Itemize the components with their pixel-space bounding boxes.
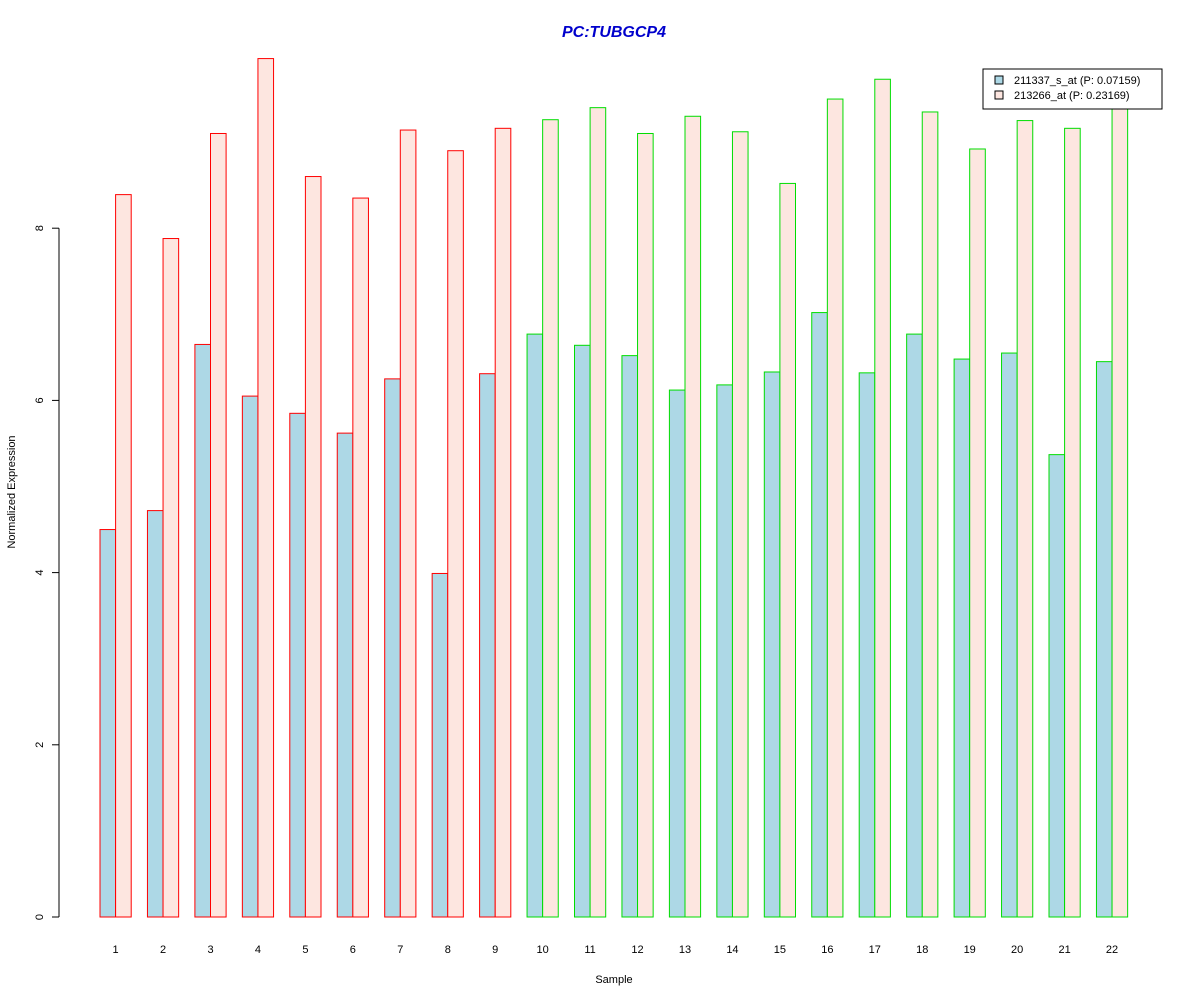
legend-label: 213266_at (P: 0.23169) [1014,90,1130,102]
x-tick-label: 19 [964,944,976,956]
y-tick-label: 2 [34,742,46,748]
y-tick-label: 8 [34,225,46,231]
x-tick-label: 9 [492,944,498,956]
bar-sample-7-series-1 [384,378,401,918]
bar-sample-6-series-2 [352,197,369,918]
bar-sample-19-series-1 [953,358,971,918]
x-tick-label: 18 [916,944,928,956]
x-tick-label: 1 [113,944,119,956]
bar-sample-3-series-1 [194,343,211,918]
bar-sample-5-series-2 [304,176,322,918]
bar-sample-9-series-2 [494,127,512,918]
bar-sample-15-series-2 [779,182,797,918]
bar-sample-4-series-1 [241,395,259,918]
bar-sample-11-series-1 [574,344,591,918]
bar-sample-3-series-2 [210,132,227,918]
legend-label: 211337_s_at (P: 0.07159) [1014,75,1140,87]
x-tick-label: 7 [397,944,403,956]
bars-group [99,58,1129,918]
x-tick-label: 13 [679,944,691,956]
x-tick-label: 11 [584,944,595,956]
bar-sample-16-series-1 [811,312,828,918]
bar-sample-19-series-2 [969,148,986,918]
legend-swatch [994,75,1004,85]
x-axis: 1 2 3 4 5 6 7 8 9 10 11 12 13 14 15 16 17 18 19 20 21 22 [113,944,1119,956]
bar-sample-17-series-1 [858,372,876,918]
x-tick-label: 15 [774,944,786,956]
bar-sample-13-series-2 [684,115,702,918]
bar-sample-12-series-2 [637,132,654,918]
x-tick-label: 14 [726,944,738,956]
bar-sample-20-series-2 [1016,120,1034,918]
bar-sample-1-series-1 [99,529,117,918]
legend: 211337_s_at (P: 0.07159) 213266_at (P: 0.… [982,68,1163,110]
bar-sample-18-series-1 [906,333,923,918]
x-tick-label: 20 [1011,944,1023,956]
x-tick-label: 2 [160,944,166,956]
x-tick-label: 22 [1106,944,1118,956]
bar-sample-7-series-2 [399,129,417,918]
bar-sample-9-series-1 [479,373,496,918]
bar-sample-18-series-2 [921,111,939,918]
y-axis-label: Normalized Expression [6,435,18,548]
x-tick-label: 6 [350,944,356,956]
y-axis: 0 2 4 6 8 [34,225,60,920]
bar-sample-10-series-1 [526,333,544,918]
bar-sample-4-series-2 [257,58,275,918]
x-tick-label: 12 [631,944,643,956]
bar-sample-15-series-1 [763,371,781,918]
x-tick-label: 10 [537,944,549,956]
y-tick-label: 4 [34,570,46,576]
bar-sample-14-series-2 [731,131,749,918]
bar-sample-22-series-1 [1095,361,1113,918]
legend-swatch [994,90,1004,100]
legend-box [982,68,1163,110]
bar-sample-22-series-2 [1111,103,1129,918]
bar-sample-14-series-1 [716,384,733,918]
x-tick-label: 21 [1058,944,1070,956]
y-tick-label: 6 [34,397,46,403]
y-tick-label: 0 [34,914,46,920]
bar-sample-11-series-2 [589,107,607,918]
x-tick-label: 16 [821,944,833,956]
bar-sample-1-series-2 [115,194,132,918]
bar-sample-13-series-1 [668,389,686,918]
x-tick-label: 8 [445,944,451,956]
bar-sample-21-series-2 [1064,127,1081,918]
x-tick-label: 17 [869,944,881,956]
bar-sample-8-series-2 [447,150,464,918]
bar-sample-2-series-2 [162,238,180,918]
x-tick-label: 5 [302,944,308,956]
bar-sample-6-series-1 [336,432,354,918]
bar-sample-20-series-1 [1001,352,1018,918]
bar-sample-10-series-2 [542,119,559,918]
bar-sample-21-series-1 [1048,454,1066,918]
bar-sample-17-series-2 [874,78,891,918]
x-tick-label: 4 [255,944,261,956]
x-tick-label: 3 [207,944,213,956]
bar-sample-16-series-2 [826,98,844,918]
bar-sample-2-series-1 [146,510,164,918]
chart-title: PC:TUBGCP4 [562,24,666,41]
bar-sample-12-series-1 [621,355,639,918]
x-axis-label: Sample [595,974,632,986]
bar-sample-8-series-1 [431,572,449,918]
bar-sample-5-series-1 [289,412,306,918]
